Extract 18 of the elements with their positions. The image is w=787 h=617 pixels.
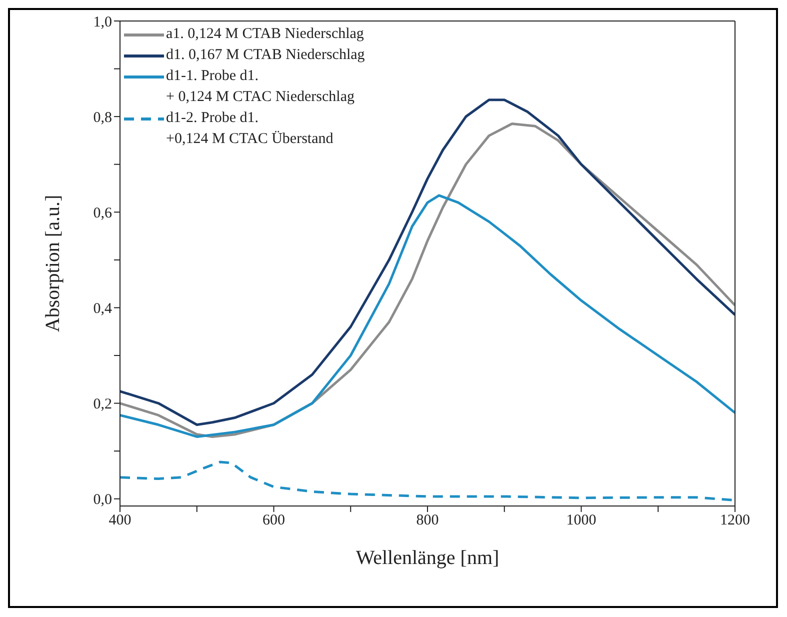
y-tick-label: 1,0 xyxy=(93,14,112,30)
x-tick-label: 1200 xyxy=(720,512,750,529)
y-tick-label: 0,0 xyxy=(93,492,112,508)
legend-label: a1. 0,124 M CTAB Niederschlag xyxy=(166,25,364,44)
y-tick-label: 0,8 xyxy=(93,110,112,126)
y-tick-label: 0,4 xyxy=(93,301,112,318)
y-tick-label: 0,2 xyxy=(93,396,112,413)
legend-label: d1. 0,167 M CTAB Niederschlag xyxy=(166,46,365,65)
x-tick-label: 400 xyxy=(108,512,132,529)
line-series xyxy=(120,460,735,502)
x-tick-label: 600 xyxy=(262,512,285,529)
line-series xyxy=(120,194,735,438)
x-tick-label: 1000 xyxy=(566,512,596,529)
x-tick-label: 800 xyxy=(416,512,439,529)
x-axis-title: Wellenlänge [nm] xyxy=(356,547,500,569)
y-axis-title: Absorption [a.u.] xyxy=(42,194,64,332)
y-tick-label: 0,6 xyxy=(93,205,112,222)
legend-label: d1-2. Probe d1. +0,124 M CTAC Überstand xyxy=(166,109,334,149)
